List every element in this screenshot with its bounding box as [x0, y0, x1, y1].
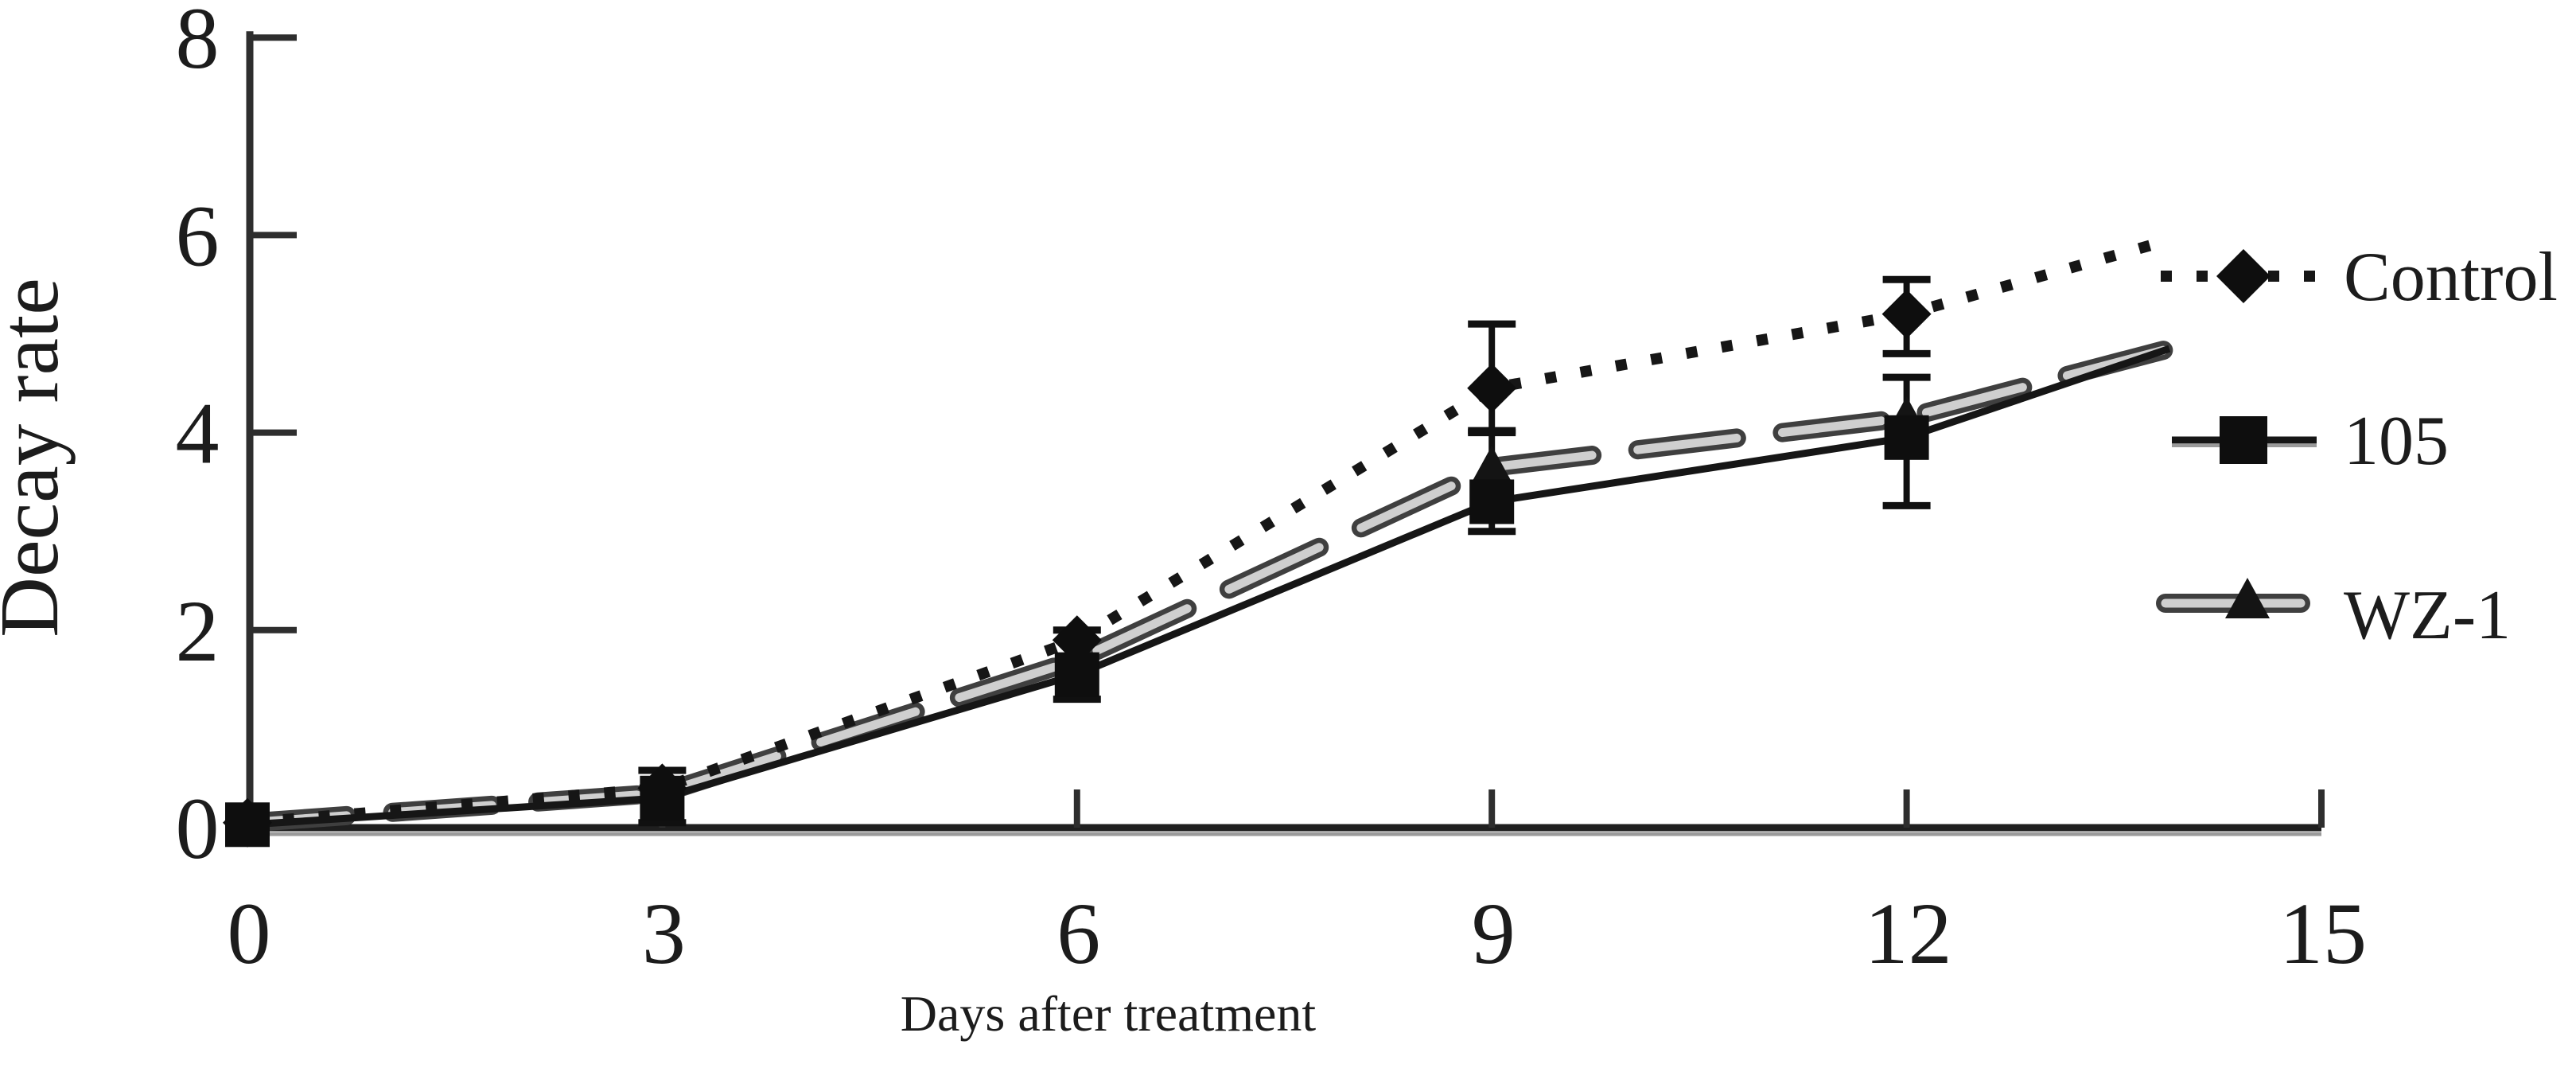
series-line-105	[247, 345, 2171, 828]
y-tick-label: 0	[176, 780, 220, 877]
x-tick-label: 9	[1472, 885, 1516, 982]
legend-triangle-icon	[2225, 578, 2270, 618]
legend-square-icon	[2220, 416, 2267, 464]
wz1-marker	[1470, 446, 1514, 485]
series-line-control	[247, 234, 2171, 828]
control-marker	[637, 763, 687, 813]
x-tick-label: 0	[228, 885, 271, 982]
legend-label-control: Control	[2344, 239, 2558, 316]
legend-diamond-icon	[2216, 249, 2271, 303]
y-tick-label: 6	[176, 187, 220, 284]
x-tick-label: 12	[1865, 885, 1952, 982]
x-tick-label: 15	[2279, 885, 2367, 982]
legend-label-wz-1: WZ-1	[2344, 577, 2511, 654]
control-marker	[223, 797, 272, 848]
x-axis-label: Days after treatment	[901, 985, 1317, 1042]
y-axis-label: Decay rate	[0, 278, 76, 637]
series-line-wz1-core	[243, 344, 2174, 828]
x-tick-label: 3	[642, 885, 686, 982]
y-tick-label: 2	[176, 583, 220, 680]
c105-marker	[1469, 479, 1515, 524]
legend-label-105: 105	[2344, 403, 2449, 480]
y-tick-label: 8	[176, 0, 220, 87]
control-marker	[1052, 615, 1102, 665]
control-marker	[1467, 363, 1517, 413]
y-tick-label: 4	[176, 385, 220, 482]
x-tick-label: 6	[1056, 885, 1100, 982]
c105-marker	[1884, 415, 1929, 460]
control-marker	[1881, 289, 1932, 339]
